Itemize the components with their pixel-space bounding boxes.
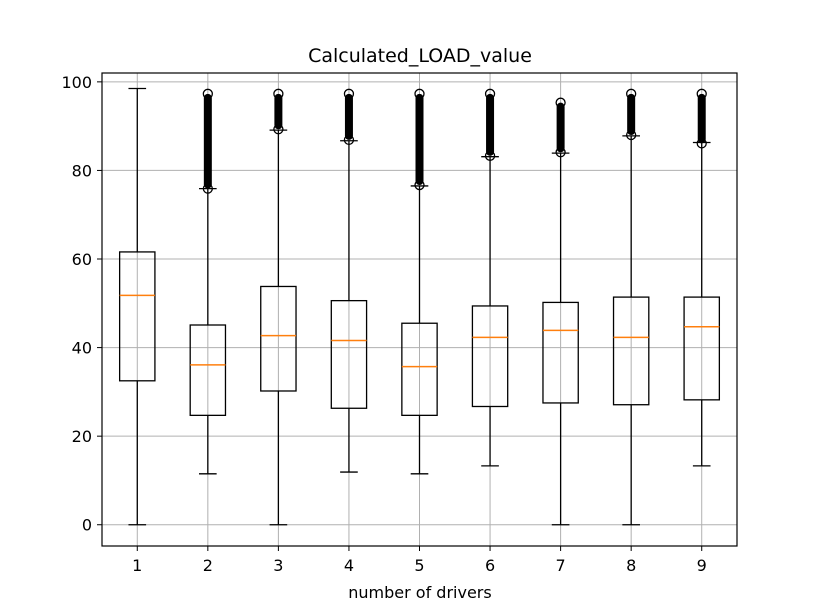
box-4 <box>330 88 368 473</box>
x-tick-label: 7 <box>556 556 566 575</box>
outlier-band <box>697 93 706 144</box>
outlier-point <box>414 179 425 191</box>
outlier-point <box>484 150 496 161</box>
outlier-band <box>344 93 353 140</box>
outliers <box>343 88 355 146</box>
chart-title: Calculated_LOAD_value <box>308 45 532 67</box>
outlier-point <box>555 147 566 158</box>
box-7 <box>542 97 579 526</box>
x-axis-label: number of drivers <box>348 583 491 602</box>
box-6 <box>471 88 509 467</box>
outliers <box>414 88 425 191</box>
box-2 <box>189 88 227 475</box>
x-tick-label: 6 <box>485 556 495 575</box>
x-tick-label: 1 <box>132 556 142 575</box>
iqr-box <box>471 305 509 408</box>
box-1 <box>118 87 156 526</box>
y-tick-label: 40 <box>72 339 92 358</box>
iqr-box <box>542 301 579 404</box>
outlier-band <box>556 102 565 153</box>
x-tick-label: 2 <box>203 556 213 575</box>
outliers <box>626 88 637 141</box>
x-tick-label: 4 <box>344 556 354 575</box>
outlier-point <box>343 134 355 146</box>
outlier-point <box>696 88 707 99</box>
x-tick-label: 9 <box>697 556 707 575</box>
x-tick-label: 3 <box>273 556 283 575</box>
iqr-box <box>189 324 227 416</box>
outlier-point <box>343 88 355 99</box>
outlier-point <box>696 138 707 149</box>
box-5 <box>401 88 438 475</box>
outlier-point <box>273 88 284 99</box>
outlier-band <box>203 93 212 189</box>
y-tick-label: 60 <box>72 250 92 269</box>
outlier-point <box>202 88 213 99</box>
y-tick-label: 80 <box>72 161 92 180</box>
outlier-point <box>273 124 284 135</box>
outlier-band <box>415 93 424 186</box>
outlier-point <box>626 88 637 99</box>
outlier-band <box>627 93 636 136</box>
box-series <box>118 87 721 526</box>
iqr-box <box>401 322 438 416</box>
outlier-point <box>555 97 566 108</box>
iqr-box <box>330 299 368 409</box>
y-tick-label: 20 <box>72 427 92 446</box>
y-tick-label: 100 <box>61 73 92 92</box>
iqr-box <box>683 296 721 401</box>
axis-ticks: 0 20 40 60 80 100 1 2 3 4 5 6 7 8 9 <box>61 73 706 575</box>
outliers <box>484 88 496 161</box>
outliers <box>273 88 284 135</box>
x-tick-label: 8 <box>626 556 636 575</box>
x-tick-label: 5 <box>414 556 424 575</box>
outlier-point <box>414 88 425 99</box>
outlier-band <box>274 93 283 130</box>
outlier-band <box>486 93 495 156</box>
iqr-box <box>612 296 650 406</box>
box-8 <box>612 88 650 526</box>
outlier-point <box>202 183 213 194</box>
iqr-box <box>260 285 297 392</box>
outlier-point <box>484 88 496 99</box>
box-9 <box>683 88 721 467</box>
iqr-box <box>118 251 156 382</box>
outliers <box>696 88 707 149</box>
outlier-point <box>626 129 637 141</box>
outliers <box>555 97 566 158</box>
y-tick-label: 0 <box>82 516 92 535</box>
outliers <box>202 88 213 194</box>
box-3 <box>260 88 297 526</box>
